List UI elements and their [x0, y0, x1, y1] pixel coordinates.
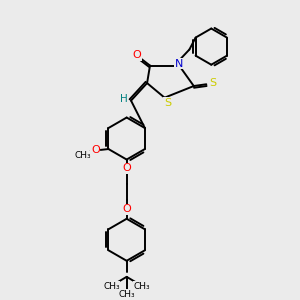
- Text: S: S: [164, 98, 171, 108]
- Text: O: O: [133, 50, 141, 60]
- Text: CH₃: CH₃: [75, 151, 92, 160]
- Text: O: O: [122, 163, 131, 173]
- Text: O: O: [122, 204, 131, 214]
- Text: O: O: [91, 146, 100, 155]
- Text: CH₃: CH₃: [134, 282, 150, 291]
- Text: CH₃: CH₃: [103, 282, 120, 291]
- Text: CH₃: CH₃: [118, 290, 135, 299]
- Text: N: N: [175, 58, 183, 68]
- Text: H: H: [120, 94, 127, 104]
- Text: S: S: [209, 78, 216, 88]
